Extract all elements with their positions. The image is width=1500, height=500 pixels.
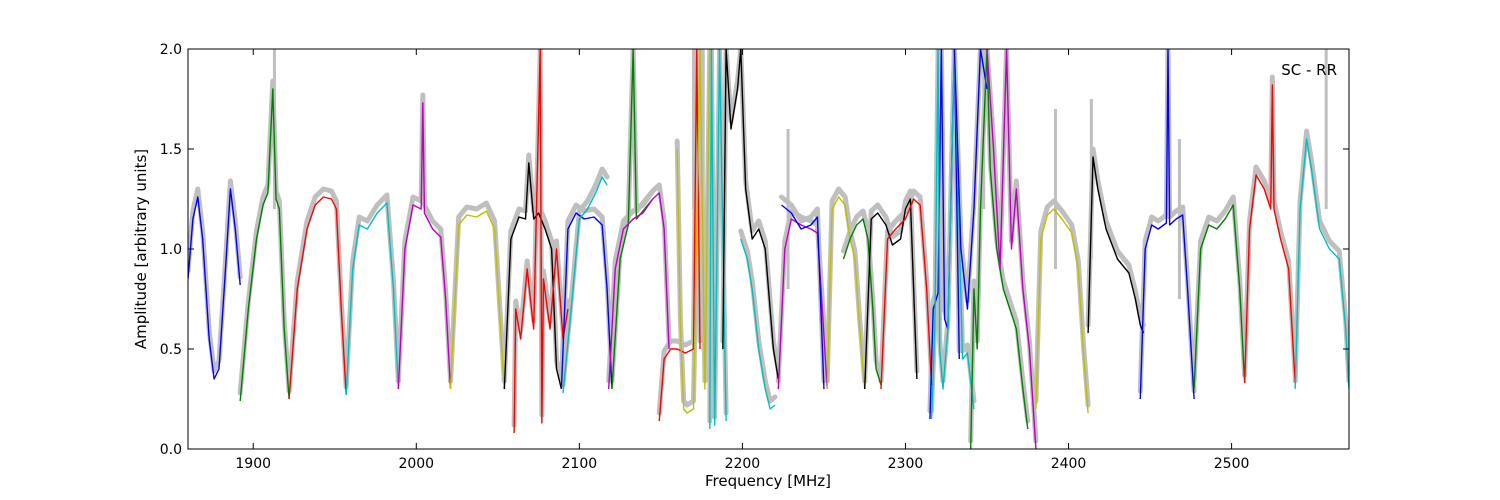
series-line: [449, 210, 506, 390]
reference-trace: [188, 178, 243, 374]
series-line: [608, 192, 670, 390]
reference-trace: [1292, 128, 1349, 384]
y-tick-label: 2.0: [160, 42, 182, 58]
series-line: [1139, 49, 1195, 400]
reference-trace: [738, 228, 778, 404]
x-tick-label: 2100: [562, 456, 598, 472]
series-line: [676, 49, 711, 414]
series-line: [611, 49, 654, 390]
x-tick-label: 2200: [725, 456, 761, 472]
series-layer: [188, 49, 1349, 449]
reference-trace: [1085, 146, 1147, 328]
y-tick-label: 1.0: [160, 242, 182, 258]
y-tick-label: 0.5: [160, 342, 182, 358]
series-line: [560, 212, 613, 390]
series-line: [740, 238, 776, 410]
series-line: [953, 49, 988, 310]
series-line: [345, 202, 400, 396]
series-line: [1193, 204, 1246, 390]
series-line: [880, 198, 933, 390]
y-axis: 0.0 0.5 1.0 1.5 2.0: [160, 42, 1349, 458]
legend-annotation: SC - RR: [1281, 61, 1337, 79]
series-line: [740, 49, 779, 380]
series-line: [986, 49, 1037, 449]
series-line: [239, 88, 290, 402]
x-tick-label: 1900: [235, 456, 271, 472]
series-line: [1035, 208, 1089, 414]
series-line: [722, 49, 742, 350]
x-tick-label: 2300: [888, 456, 924, 472]
series-line: [930, 49, 975, 420]
series-line: [562, 176, 608, 394]
series-line: [1294, 138, 1349, 390]
series-line: [513, 49, 569, 434]
series-line: [826, 196, 866, 390]
plot-area: [188, 49, 1349, 449]
x-tick-label: 2000: [398, 456, 434, 472]
series-line: [842, 218, 882, 386]
x-axis-label: Frequency [MHz]: [705, 472, 831, 490]
x-tick-label: 2500: [1214, 456, 1250, 472]
series-line: [397, 102, 452, 390]
series-line: [1243, 84, 1296, 384]
y-tick-label: 1.5: [160, 142, 182, 158]
x-tick-label: 2400: [1051, 456, 1087, 472]
series-line: [709, 49, 727, 430]
reference-trace: [560, 166, 610, 388]
series-line: [781, 204, 825, 390]
series-line: [288, 196, 347, 400]
y-axis-label: Amplitude [arbitrary units]: [132, 149, 150, 349]
y-tick-label: 0.0: [160, 442, 182, 458]
series-line: [969, 49, 1029, 449]
reference-trace: [606, 182, 672, 384]
series-line: [864, 198, 918, 390]
series-line: [188, 188, 241, 380]
series-line: [1087, 156, 1145, 334]
x-axis: 1900 2000 2100 2200 2300 2400 2500: [235, 49, 1249, 472]
